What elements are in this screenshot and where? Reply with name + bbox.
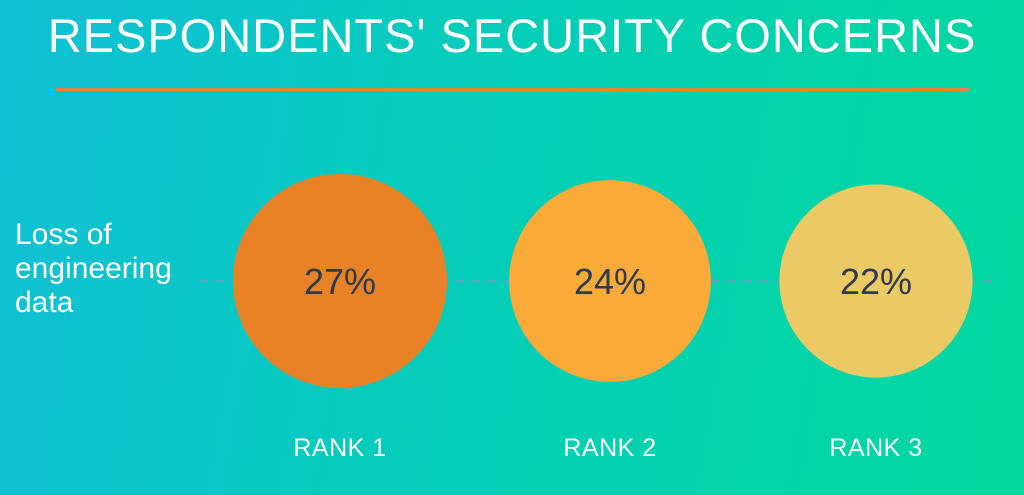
value-label-rank-3: 22% (840, 261, 912, 302)
category-label-rank-2: RANK 2 (563, 434, 656, 462)
chart-title: RESPONDENTS' SECURITY CONCERNS (47, 9, 977, 62)
row-label-line-3: data (15, 286, 74, 319)
row-label-line-2: engineering (15, 252, 172, 285)
row-label-line-1: Loss of (15, 218, 112, 251)
bubble-rank-1 (233, 174, 447, 388)
row-label: Loss of engineering data (15, 218, 205, 320)
title-underline (56, 88, 970, 91)
bubble-rank-3 (779, 184, 973, 378)
value-label-rank-2: 24% (574, 261, 646, 302)
category-label-rank-1: RANK 1 (293, 434, 386, 462)
bubble-rank-2 (509, 180, 711, 382)
value-label-rank-1: 27% (304, 261, 376, 302)
category-label-rank-3: RANK 3 (829, 434, 922, 462)
chart-marks: 27% RANK 1 24% RANK 2 22% RANK 3 (233, 174, 973, 462)
